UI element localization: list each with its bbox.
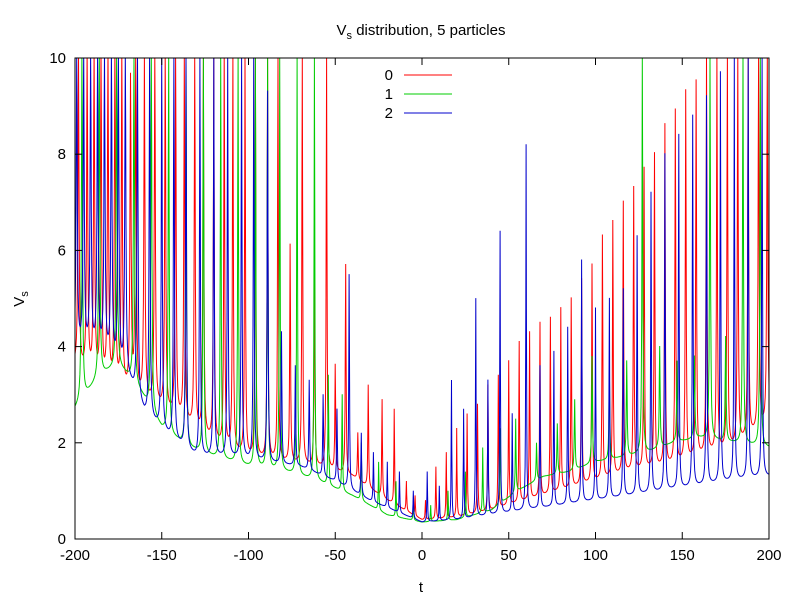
x-tick-label: 100 — [583, 547, 608, 564]
legend: 0 1 2 — [385, 67, 452, 122]
y-tick-label: 0 — [58, 531, 66, 548]
x-axis-label: t — [419, 579, 424, 596]
x-tick-label: -50 — [324, 547, 346, 564]
legend-label-2: 2 — [385, 105, 393, 122]
y-axis-label: Vs — [11, 291, 31, 307]
y-tick-label: 8 — [58, 146, 66, 163]
x-tick-label: -150 — [147, 547, 177, 564]
x-tick-label: 50 — [500, 547, 517, 564]
x-tick-label: -200 — [60, 547, 90, 564]
legend-label-0: 0 — [385, 67, 393, 84]
series-line-2 — [75, 58, 769, 523]
x-tick-label: -100 — [233, 547, 263, 564]
x-tick-label: 0 — [418, 547, 426, 564]
x-tick-label: 200 — [756, 547, 781, 564]
x-tick-label: 150 — [670, 547, 695, 564]
legend-label-1: 1 — [385, 86, 393, 103]
series-line-0 — [75, 58, 769, 520]
series-layer — [75, 58, 769, 523]
chart-title: Vs distribution, 5 particles — [337, 22, 506, 42]
y-tick-label: 6 — [58, 242, 66, 259]
y-tick-label: 10 — [49, 50, 66, 67]
y-tick-label: 4 — [58, 339, 66, 356]
y-tick-label: 2 — [58, 435, 66, 452]
